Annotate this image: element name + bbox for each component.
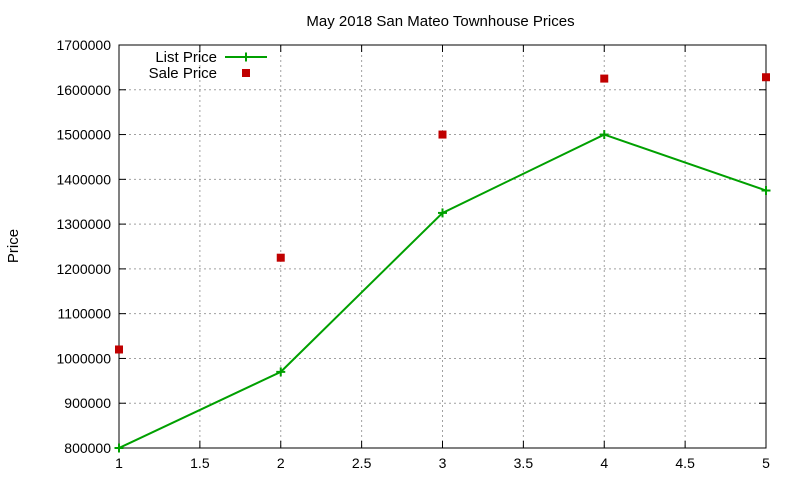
grid: [119, 45, 766, 448]
x-tick-label: 1: [115, 455, 123, 471]
y-tick-label: 1100000: [58, 306, 112, 322]
y-tick-label: 1000000: [56, 350, 111, 366]
legend-label: Sale Price: [149, 65, 217, 82]
y-tick-label: 1700000: [56, 37, 111, 53]
legend-item: Sale Price: [149, 65, 250, 82]
chart-title: May 2018 San Mateo Townhouse Prices: [306, 13, 574, 30]
series: [114, 73, 771, 453]
data-point-plus: [761, 186, 771, 196]
data-point-plus: [114, 443, 124, 453]
data-point-square: [762, 73, 770, 82]
y-tick-label: 1500000: [56, 127, 111, 143]
series-list-price: [114, 130, 771, 453]
data-point-plus: [438, 208, 447, 218]
x-tick-label: 5: [762, 455, 770, 471]
y-axis-label: Price: [5, 229, 22, 263]
series-sale-price: [115, 73, 770, 354]
x-tick-label: 4: [600, 455, 608, 471]
data-point-square: [276, 253, 285, 262]
y-tick-label: 900000: [64, 395, 111, 411]
data-point-square: [438, 130, 447, 139]
x-tick-label: 3: [439, 455, 447, 471]
data-point-square: [115, 345, 123, 354]
legend-item: List Price: [155, 49, 267, 66]
x-tick-labels: 1 1.5 2 2.5 3 3.5 4 4.5 5: [115, 455, 770, 471]
x-tick-label: 3.5: [514, 455, 534, 471]
y-tick-label: 1400000: [56, 171, 111, 187]
x-tick-label: 2.5: [352, 455, 372, 471]
data-point-plus: [241, 52, 251, 62]
x-tick-label: 1.5: [190, 455, 210, 471]
y-tick-label: 800000: [64, 440, 111, 456]
y-tick-label: 1600000: [56, 82, 111, 98]
legend-label: List Price: [155, 49, 217, 66]
y-tick-labels: 800000 900000 1000000 1100000 1200000 1300000…: [56, 37, 111, 456]
y-tick-label: 1300000: [56, 216, 111, 232]
data-point-square: [242, 69, 250, 77]
data-point-square: [600, 74, 609, 83]
data-point-plus: [599, 130, 609, 140]
plot-frame: [118, 44, 767, 449]
x-tick-label: 4.5: [675, 455, 695, 471]
y-tick-label: 1200000: [56, 261, 111, 277]
data-point-plus: [276, 367, 286, 377]
x-tick-label: 2: [277, 455, 285, 471]
